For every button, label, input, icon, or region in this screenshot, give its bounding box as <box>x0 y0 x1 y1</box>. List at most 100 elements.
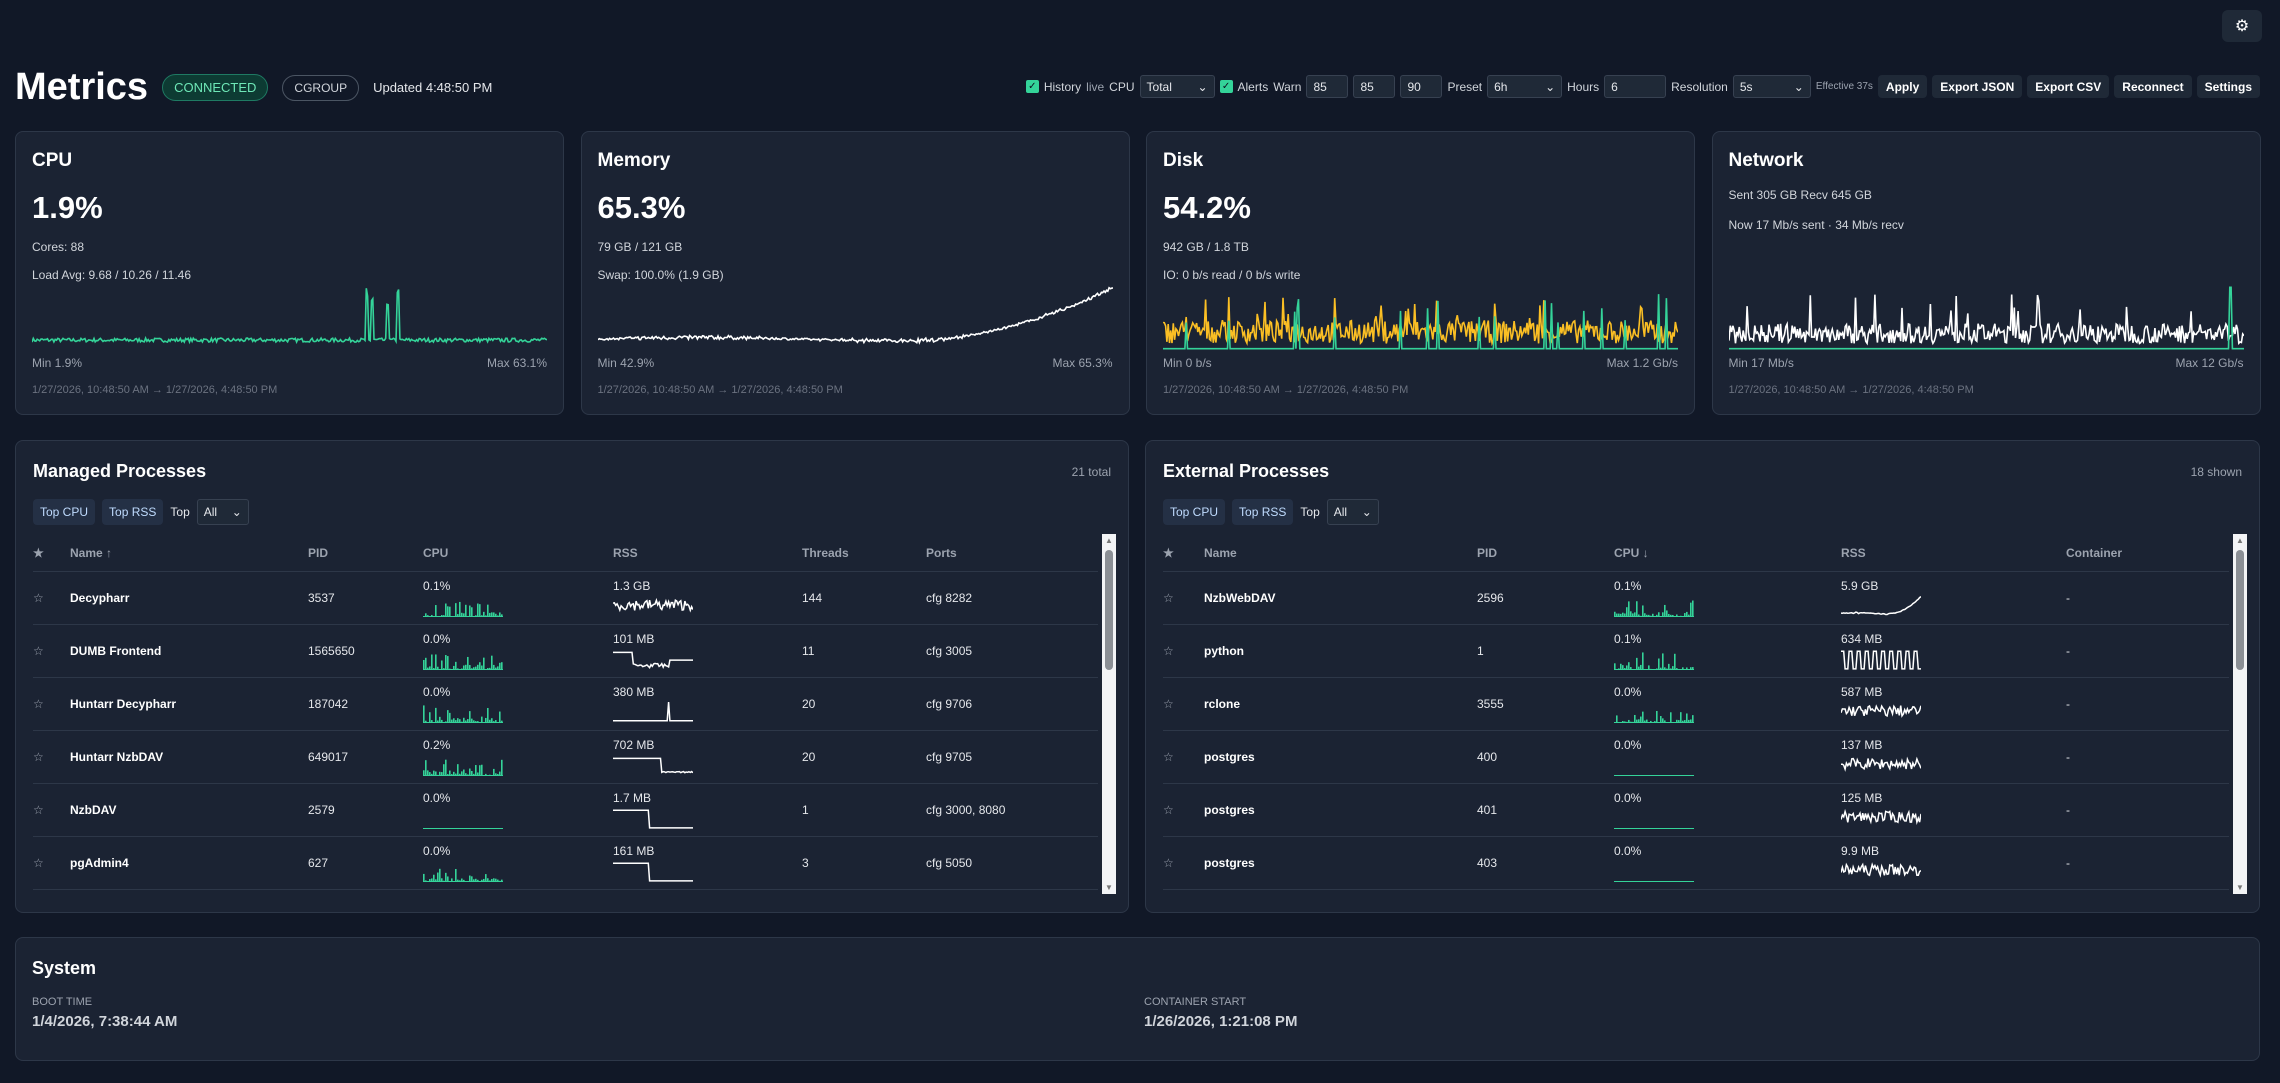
settings-button[interactable]: Settings <box>2196 75 2260 98</box>
favorite-star-icon[interactable]: ☆ <box>33 856 44 870</box>
preset-select[interactable]: 6h ⌄ <box>1487 75 1563 98</box>
column-header[interactable]: RSS <box>1841 545 1866 560</box>
table-row[interactable]: ☆ rclone 3555 0.0% 587 MB - <box>1163 678 2229 731</box>
warn-cpu-input[interactable]: 85 <box>1306 75 1349 98</box>
cpu-bar <box>485 669 487 670</box>
column-header[interactable]: Threads <box>802 545 849 560</box>
cpu-bar <box>1666 668 1668 670</box>
top-cpu-button[interactable]: Top CPU <box>33 499 96 525</box>
cpu-bar <box>1680 712 1682 723</box>
column-header[interactable]: RSS <box>613 545 638 560</box>
cpu-bar <box>1672 614 1674 617</box>
table-row[interactable]: ☆ NzbWebDAV 2596 0.1% 5.9 GB - <box>1163 572 2229 625</box>
favorite-star-icon[interactable]: ☆ <box>33 803 44 817</box>
favorite-star-icon[interactable]: ☆ <box>33 591 44 605</box>
apply-button[interactable]: Apply <box>1877 75 1928 98</box>
cpu-bar <box>1688 614 1690 617</box>
hours-input[interactable]: 6 <box>1604 75 1667 98</box>
system-title: System <box>32 958 97 978</box>
favorite-star-icon[interactable]: ☆ <box>33 644 44 658</box>
process-rss: 137 MB <box>1841 738 1883 752</box>
cpu-bar <box>471 718 473 723</box>
top-select[interactable]: All ⌄ <box>1326 499 1379 525</box>
scrollbar[interactable]: ▲ ▼ <box>1102 534 1116 894</box>
cpu-bar <box>1628 601 1630 617</box>
cpu-bar <box>1632 721 1634 723</box>
cpu-bar <box>1686 611 1688 617</box>
favorite-star-icon[interactable]: ☆ <box>1163 591 1174 605</box>
rss-sparkline <box>1841 862 1921 878</box>
resolution-select[interactable]: 5s ⌄ <box>1732 75 1811 98</box>
table-row[interactable]: ☆ NzbDAV 2579 0.0% 1.7 MB 1 cfg 3000, 80… <box>33 784 1098 837</box>
settings-gear-button[interactable]: ⚙ <box>2222 10 2262 42</box>
column-header[interactable]: PID <box>308 545 329 560</box>
table-row[interactable]: ☆ python 1 0.1% 634 MB - <box>1163 625 2229 678</box>
cpu-detail-1: Cores: 88 <box>32 240 85 254</box>
favorite-star-icon[interactable]: ☆ <box>1163 697 1174 711</box>
favorite-star-icon[interactable]: ☆ <box>1163 750 1174 764</box>
cpu-bar <box>1662 653 1664 670</box>
top-cpu-button[interactable]: Top CPU <box>1163 499 1226 525</box>
column-header[interactable]: Name <box>1204 545 1237 560</box>
cpu-bar <box>435 605 437 617</box>
cpu-bar <box>1692 715 1694 723</box>
table-row[interactable]: ☆ DUMB Frontend 1565650 0.0% 101 MB 11 c… <box>33 625 1098 678</box>
cpu-bar <box>463 879 465 882</box>
table-row[interactable]: ☆ postgres 403 0.0% 9.9 MB - <box>1163 837 2229 890</box>
cpu-sparkline <box>423 654 503 670</box>
cpu-bar <box>1620 613 1622 617</box>
process-name: NzbDAV <box>70 803 117 817</box>
column-header[interactable]: PID <box>1477 545 1498 560</box>
column-header[interactable]: Name ↑ <box>70 545 113 560</box>
warn-disk-input[interactable]: 90 <box>1400 75 1443 98</box>
column-header[interactable]: Container <box>2066 545 2123 560</box>
cpu-bar <box>1616 668 1618 670</box>
table-row[interactable]: ☆ Decypharr 3537 0.1% 1.3 GB 144 cfg 828… <box>33 572 1098 625</box>
table-row[interactable]: ☆ postgres 401 0.0% 125 MB - <box>1163 784 2229 837</box>
table-header: ★ Name ↑ PID CPU RSS Threads Ports <box>33 534 1098 572</box>
column-header[interactable]: ★ <box>33 545 44 560</box>
cpu-bar <box>465 720 467 723</box>
favorite-star-icon[interactable]: ☆ <box>1163 644 1174 658</box>
cpu-bar <box>1674 653 1676 670</box>
cpu-bar <box>1690 602 1692 617</box>
alerts-checkbox[interactable]: ✓ <box>1219 80 1233 93</box>
table-row[interactable]: ☆ pgAdmin4 627 0.0% 161 MB 3 cfg 5050 <box>33 837 1098 890</box>
top-select[interactable]: All ⌄ <box>196 499 249 525</box>
history-checkbox[interactable]: ✓ <box>1025 80 1039 93</box>
top-label: Top <box>170 505 190 519</box>
process-pid: 187042 <box>308 697 349 711</box>
top-rss-button[interactable]: Top RSS <box>102 499 164 525</box>
cpu-bar <box>465 664 467 670</box>
favorite-star-icon[interactable]: ☆ <box>33 750 44 764</box>
column-header[interactable]: Ports <box>926 545 957 560</box>
column-header[interactable]: CPU <box>423 545 449 560</box>
favorite-star-icon[interactable]: ☆ <box>1163 803 1174 817</box>
cpu-bar <box>477 772 479 776</box>
export-csv-button[interactable]: Export CSV <box>2027 75 2110 98</box>
top-rss-button[interactable]: Top RSS <box>1232 499 1294 525</box>
cpu-bar <box>1630 611 1632 617</box>
column-header[interactable]: ★ <box>1163 545 1174 560</box>
cpu-select-value: Total <box>1146 79 1172 94</box>
favorite-star-icon[interactable]: ☆ <box>33 697 44 711</box>
reconnect-button[interactable]: Reconnect <box>2114 75 2192 98</box>
table-row[interactable]: ☆ Huntarr NzbDAV 649017 0.2% 702 MB 20 c… <box>33 731 1098 784</box>
cpu-bar <box>1646 719 1648 723</box>
scrollbar[interactable]: ▲ ▼ <box>2233 534 2247 894</box>
process-pid: 627 <box>308 856 329 870</box>
cpu-bar <box>489 612 491 617</box>
export-json-button[interactable]: Export JSON <box>1932 75 2023 98</box>
cpu-bar <box>441 615 443 617</box>
table-row[interactable]: ☆ postgres 400 0.0% 137 MB - <box>1163 731 2229 784</box>
rss-sparkline <box>613 862 693 882</box>
process-pid: 2596 <box>1477 591 1504 605</box>
column-header[interactable]: CPU ↓ <box>1614 545 1649 560</box>
cpu-select[interactable]: Total ⌄ <box>1139 75 1215 98</box>
cpu-bar <box>1616 613 1618 617</box>
cpu-bar <box>461 612 463 617</box>
favorite-star-icon[interactable]: ☆ <box>1163 856 1174 870</box>
warn-memory-input[interactable]: 85 <box>1353 75 1396 98</box>
table-row[interactable]: ☆ Huntarr Decypharr 187042 0.0% 380 MB 2… <box>33 678 1098 731</box>
cpu-bar <box>1650 668 1652 670</box>
